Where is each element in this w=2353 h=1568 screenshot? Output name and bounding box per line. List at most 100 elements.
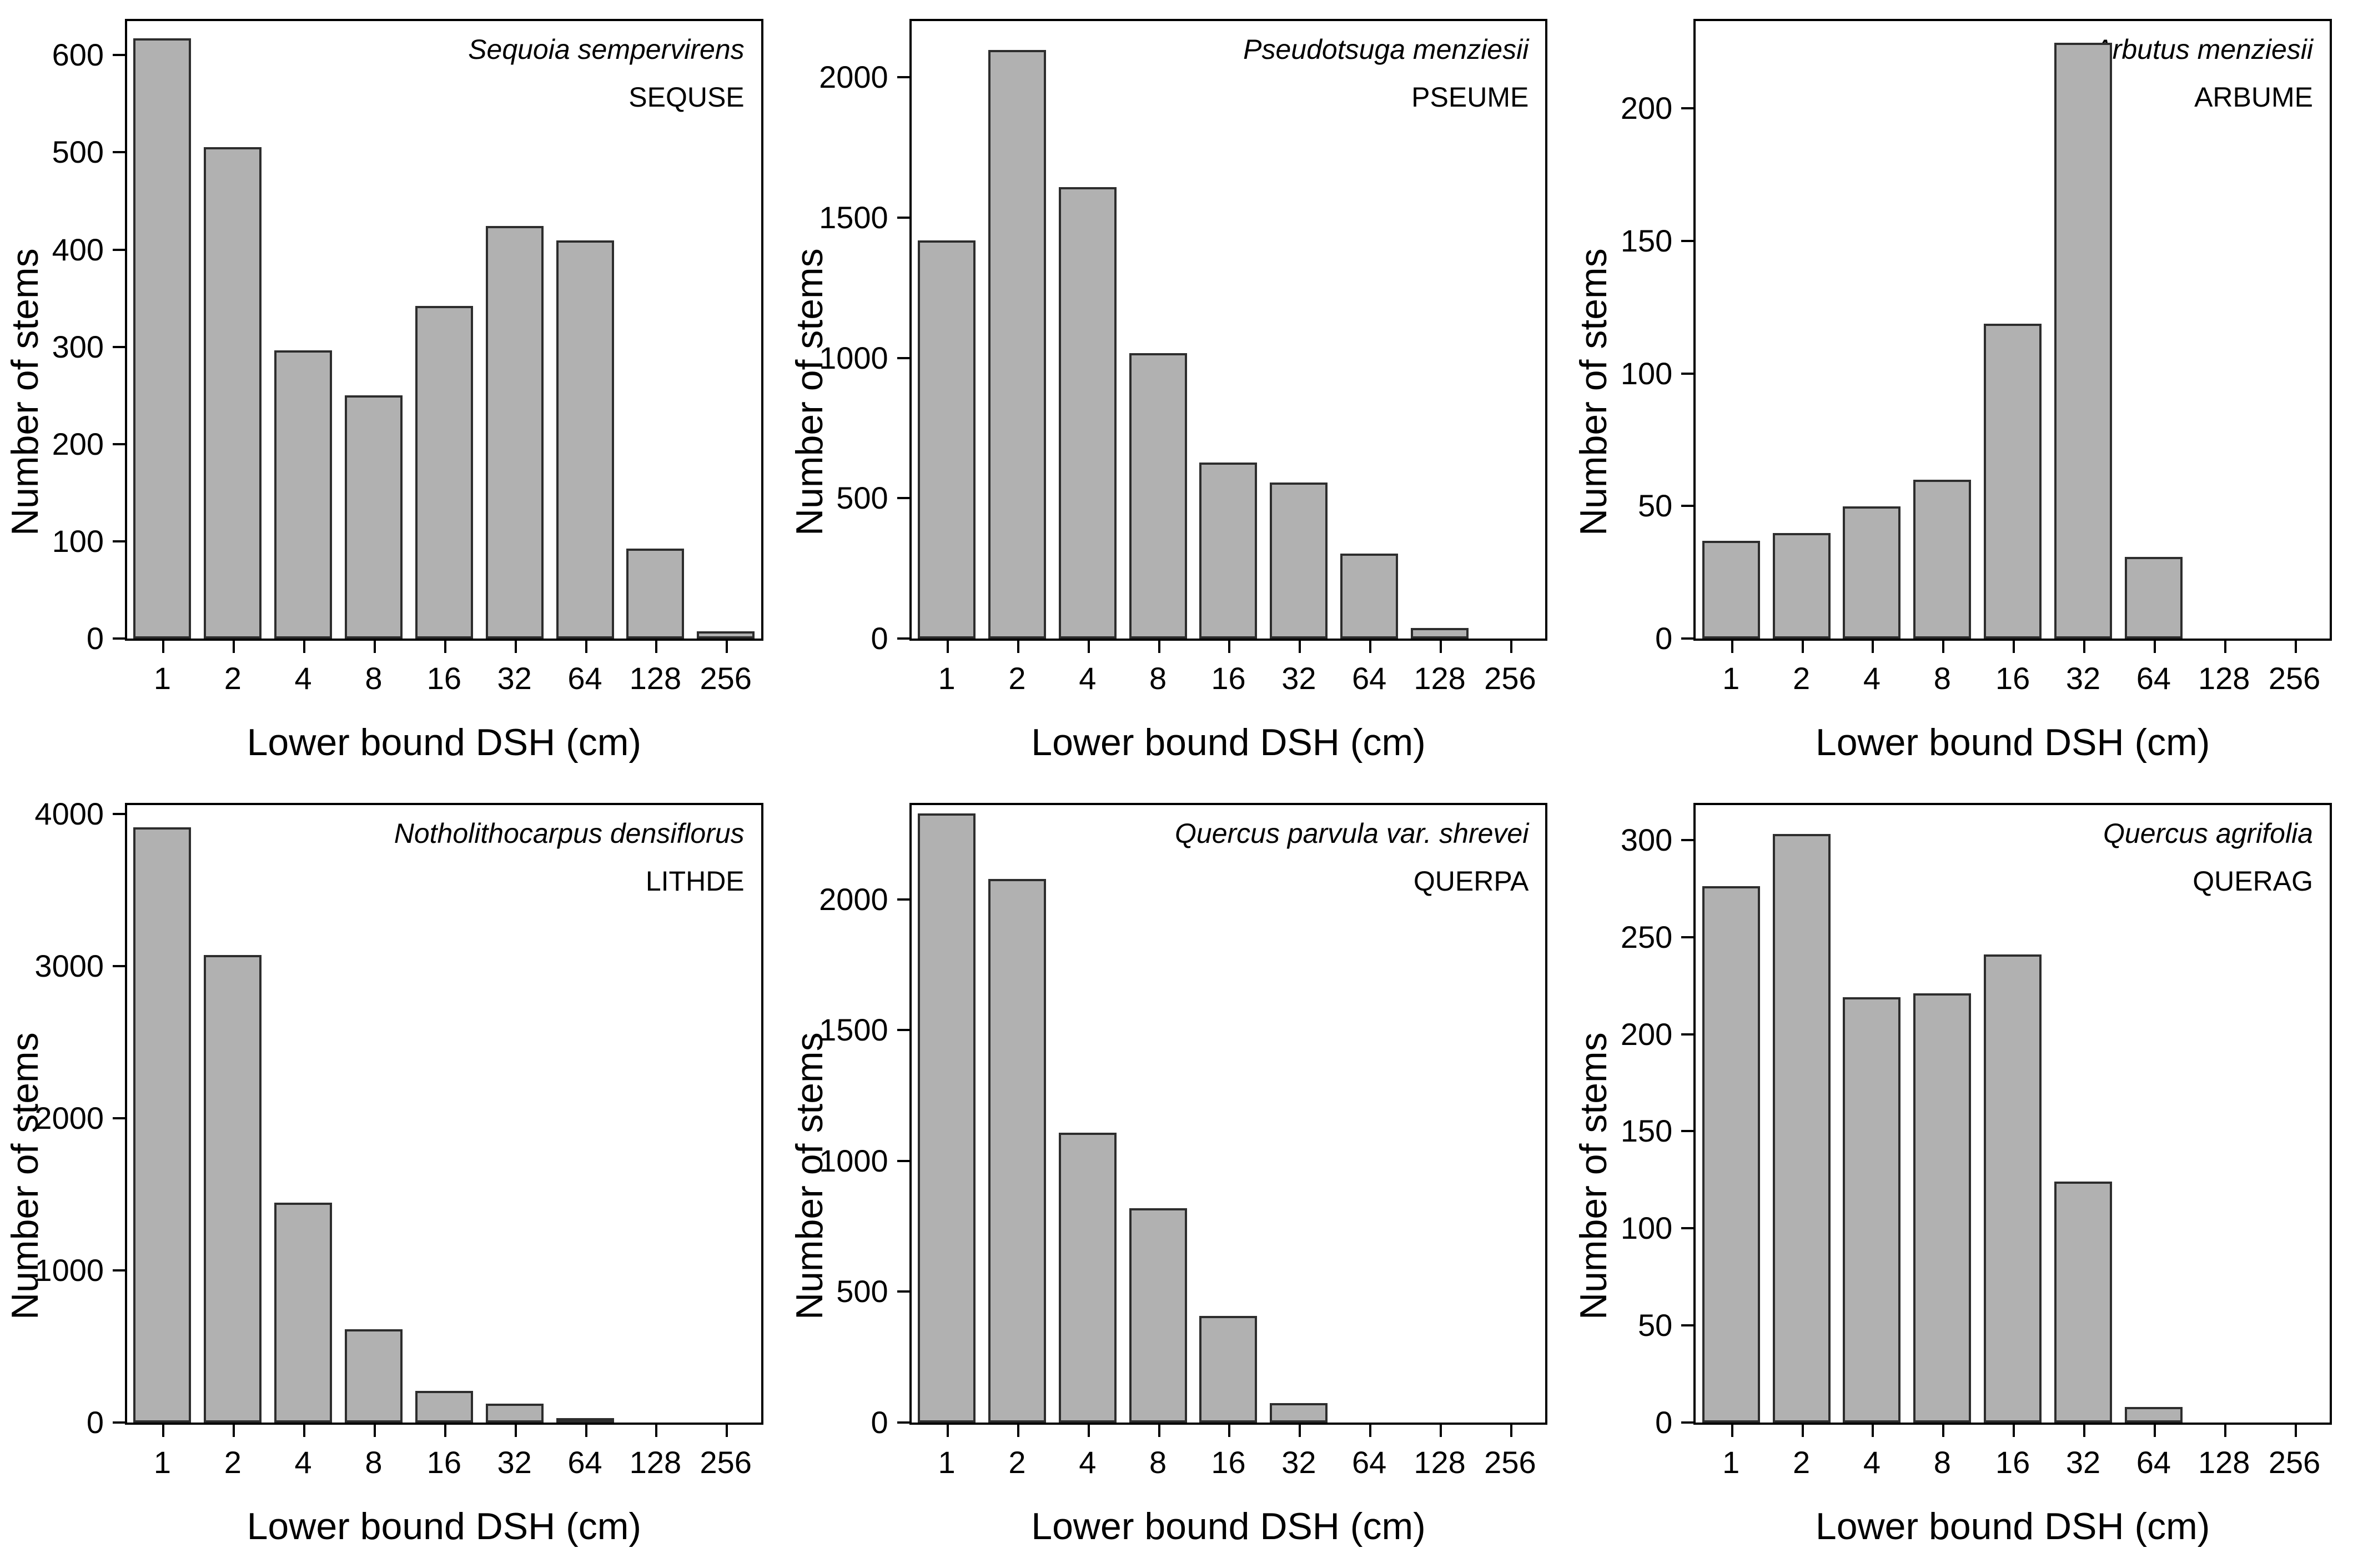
x-tick-mark — [2224, 1423, 2226, 1437]
y-tick-label: 4000 — [34, 796, 104, 832]
x-tick-label: 32 — [2065, 1445, 2101, 1480]
y-tick-mark — [897, 1421, 912, 1424]
species-name: Quercus parvula var. shrevei — [1175, 818, 1529, 849]
x-axis-label: Lower bound DSH (cm) — [1031, 1505, 1426, 1547]
x-tick-label: 4 — [294, 1445, 312, 1480]
y-tick-mark — [113, 345, 127, 348]
y-tick-label: 50 — [1638, 1308, 1673, 1343]
plot-area: Sequoia sempervirens SEQUSE 0 100 200 300 40… — [52, 19, 763, 694]
x-tick-mark — [2294, 639, 2297, 653]
x-tick-label: 16 — [1995, 661, 2030, 696]
species-code: QUERPA — [1413, 866, 1529, 897]
y-axis-label: Number of stems — [788, 248, 831, 536]
x-tick-label: 2 — [224, 1445, 242, 1480]
bar-64 — [556, 1418, 614, 1423]
y-axis-label: Number of stems — [4, 1032, 46, 1320]
y-tick-label: 400 — [52, 232, 104, 267]
species-name: Sequoia sempervirens — [468, 34, 745, 65]
y-tick-label: 1000 — [819, 1143, 888, 1178]
y-tick-mark — [1681, 1227, 1696, 1230]
x-tick-mark — [1731, 639, 1733, 653]
bar-16 — [1199, 1315, 1258, 1423]
x-tick-label: 128 — [2198, 1445, 2250, 1480]
bar-32 — [1270, 1403, 1328, 1423]
x-tick-mark — [1158, 1423, 1160, 1437]
x-tick-label: 256 — [1484, 1445, 1536, 1480]
x-tick-label: 8 — [1149, 661, 1167, 696]
y-tick-label: 2000 — [819, 59, 888, 95]
x-tick-label: 8 — [365, 661, 383, 696]
x-tick-mark — [233, 639, 235, 653]
y-tick-label: 150 — [1620, 223, 1673, 259]
y-tick-mark — [113, 965, 127, 968]
y-axis-label: Number of stems — [1572, 248, 1615, 536]
y-tick-mark — [1681, 1421, 1696, 1424]
x-tick-mark — [514, 639, 517, 653]
y-tick-mark — [1681, 372, 1696, 375]
y-tick-label: 1000 — [34, 1253, 104, 1288]
x-tick-mark — [444, 639, 446, 653]
species-code: SEQUSE — [629, 82, 745, 113]
x-tick-mark — [1369, 1423, 1372, 1437]
x-tick-label: 1 — [153, 661, 171, 696]
x-tick-mark — [233, 1423, 235, 1437]
y-axis-label: Number of stems — [1572, 1032, 1615, 1320]
bar-32 — [485, 1403, 544, 1423]
x-tick-mark — [1510, 1423, 1512, 1437]
y-tick-mark — [897, 76, 912, 79]
y-tick-label: 0 — [1655, 621, 1673, 656]
x-tick-label: 256 — [2268, 1445, 2321, 1480]
x-tick-label: 16 — [426, 1445, 461, 1480]
species-name: Pseudotsuga menziesii — [1243, 34, 1529, 65]
x-tick-mark — [303, 1423, 306, 1437]
y-tick-label: 200 — [1620, 1016, 1673, 1052]
x-tick-mark — [1440, 639, 1442, 653]
species-code: PSEUME — [1411, 82, 1529, 113]
x-tick-label: 1 — [1722, 1445, 1740, 1480]
y-tick-label: 1500 — [819, 1012, 888, 1048]
x-tick-label: 16 — [1211, 661, 1246, 696]
x-tick-label: 32 — [1281, 661, 1316, 696]
x-tick-mark — [1299, 1423, 1301, 1437]
bar-32 — [2054, 42, 2112, 639]
bar-4 — [1843, 506, 1901, 639]
x-tick-mark — [1087, 639, 1090, 653]
bar-16 — [1199, 462, 1258, 639]
bar-8 — [1129, 1208, 1187, 1423]
bar-4 — [1058, 1132, 1117, 1423]
panel-sequse: Number of stems Sequoia sempervirens SEQ… — [0, 0, 785, 784]
x-tick-label: 256 — [2268, 661, 2321, 696]
x-tick-label: 8 — [365, 1445, 383, 1480]
bar-16 — [415, 1390, 473, 1423]
x-tick-mark — [1872, 1423, 1874, 1437]
y-tick-label: 200 — [52, 426, 104, 461]
x-tick-label: 4 — [294, 661, 312, 696]
bar-4 — [1058, 187, 1117, 639]
x-tick-mark — [1017, 639, 1019, 653]
x-tick-mark — [2153, 1423, 2156, 1437]
bar-16 — [1984, 323, 2042, 639]
x-tick-mark — [514, 1423, 517, 1437]
x-tick-label: 2 — [1793, 1445, 1811, 1480]
x-tick-mark — [585, 639, 587, 653]
x-tick-mark — [1017, 1423, 1019, 1437]
x-tick-mark — [1942, 639, 1945, 653]
bar-1 — [133, 38, 192, 639]
x-axis-label: Lower bound DSH (cm) — [1031, 721, 1426, 763]
species-code: QUERAG — [2193, 866, 2313, 897]
y-tick-label: 100 — [1620, 1210, 1673, 1246]
x-tick-mark — [1158, 639, 1160, 653]
x-tick-mark — [2083, 639, 2085, 653]
x-tick-label: 16 — [1211, 1445, 1246, 1480]
bar-128 — [1411, 627, 1469, 639]
x-tick-mark — [1801, 1423, 1804, 1437]
y-tick-mark — [113, 443, 127, 445]
x-tick-label: 1 — [1722, 661, 1740, 696]
bar-16 — [415, 305, 473, 639]
y-tick-mark — [1681, 240, 1696, 243]
x-tick-label: 2 — [1008, 661, 1026, 696]
bar-64 — [2124, 1406, 2183, 1423]
y-tick-mark — [113, 540, 127, 542]
